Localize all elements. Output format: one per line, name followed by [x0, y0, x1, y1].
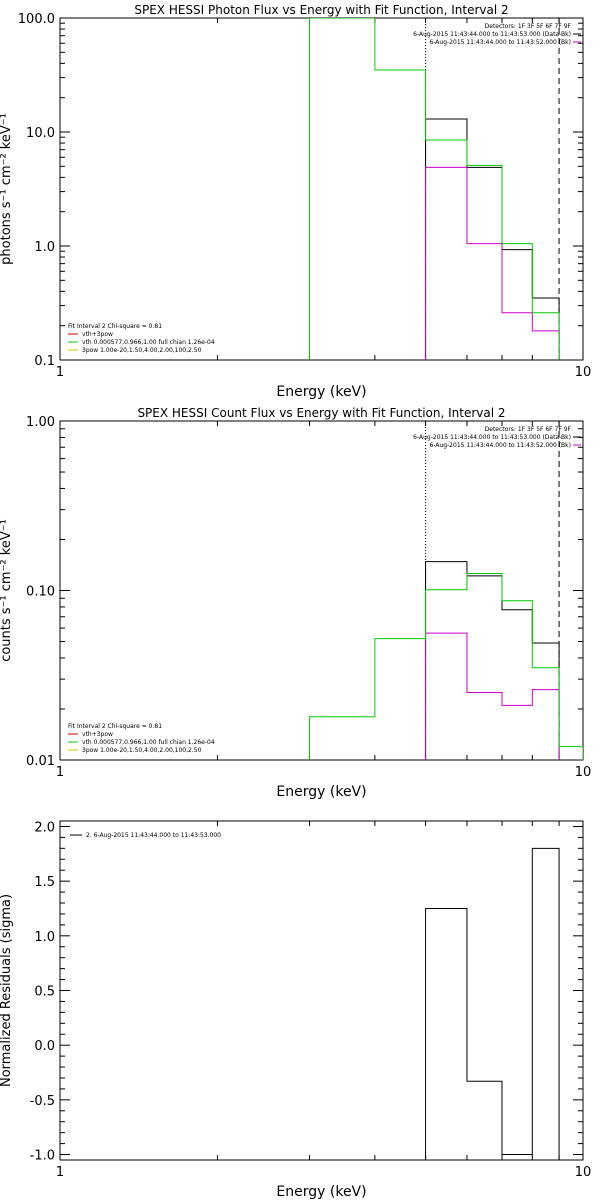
x-axis-label: Energy (keV)	[276, 384, 366, 400]
y-tick-label: 1.0	[34, 240, 55, 255]
header-text-1: Detectors: 1F 3F 5F 6F 7F 9F	[485, 426, 572, 433]
legend-title: Fit Interval 2 Chi-square = 0.81	[68, 723, 162, 730]
legend-entry: vth+3pow	[82, 731, 113, 738]
y-tick-label: 0.10	[26, 585, 55, 600]
series-fit-histogram	[309, 18, 560, 360]
header-text-3: 6-Aug-2015 11:43:44.000 to 11:43:52.000 …	[429, 442, 571, 449]
series-residuals-histogram	[425, 847, 560, 1160]
legend-entry: 3pow 1.00e-20,1.50,4.00,2.00,100,2.50	[82, 347, 202, 354]
y-axis-label: photons s⁻¹ cm⁻² keV⁻¹	[0, 113, 14, 265]
legend-entry: vth 0.000577,0.966,1.00 full chian 1.26e…	[82, 739, 215, 746]
plot-frame	[59, 820, 584, 1161]
legend-entry: vth+3pow	[82, 331, 113, 338]
y-tick-label: -0.5	[30, 1094, 55, 1109]
y-tick-label: 0.01	[26, 754, 55, 769]
header-text-1: Detectors: 1F 3F 5F 6F 7F 9F	[485, 23, 572, 30]
header-text-2: 6-Aug-2015 11:43:44.000 to 11:43:53.000 …	[413, 31, 571, 38]
chart-panel-2: SPEX HESSI Count Flux vs Energy with Fit…	[0, 406, 591, 800]
plot-frame	[59, 17, 584, 361]
legend-entry: 3pow 1.00e-20,1.50,4.00,2.00,100,2.50	[82, 747, 202, 754]
chart-panel-3: 1 10 Energy (keV) -1.0 -0.5 0.0 0.5 1.0 1.5 2.0 No…	[0, 820, 591, 1200]
header-text-3: 6-Aug-2015 11:43:44.000 to 11:43:52.000 …	[429, 39, 571, 46]
x-axis-label: Energy (keV)	[276, 1184, 366, 1200]
y-axis-label: Normalized Residuals (sigma)	[0, 894, 14, 1087]
legend-entry: vth 0.000577,0.966,1.00 full chian 1.26e…	[82, 339, 215, 346]
x-tick-label: 1	[56, 365, 64, 380]
y-tick-label: 1.0	[34, 930, 55, 945]
x-tick-label: 1	[56, 1165, 64, 1180]
chart-panel-1: SPEX HESSI Photon Flux vs Energy with Fi…	[0, 3, 591, 400]
y-tick-label: 10.0	[26, 126, 55, 141]
chart-title: SPEX HESSI Count Flux vs Energy with Fit…	[137, 406, 505, 420]
x-tick-label: 10	[575, 765, 592, 780]
y-tick-label: 0.5	[34, 985, 55, 1000]
y-tick-label: 1.00	[26, 415, 55, 430]
series-bk-histogram	[425, 632, 560, 760]
y-tick-label: 2.0	[34, 820, 55, 835]
y-axis-label: counts s⁻¹ cm⁻² keV⁻¹	[0, 519, 14, 662]
y-tick-label: -1.0	[30, 1149, 55, 1164]
series-data-bk-histogram	[425, 118, 560, 360]
chart-title: SPEX HESSI Photon Flux vs Energy with Fi…	[134, 3, 508, 17]
x-tick-label: 10	[575, 365, 592, 380]
y-tick-label: 1.5	[34, 875, 55, 890]
x-axis-label: Energy (keV)	[276, 784, 366, 800]
legend-title: Fit Interval 2 Chi-square = 0.81	[68, 323, 162, 330]
y-tick-label: 100.0	[18, 12, 55, 27]
series-data-bk-histogram	[425, 561, 560, 760]
plot-area	[309, 421, 583, 760]
y-tick-label: 0.1	[34, 354, 55, 369]
plot-area	[309, 18, 560, 360]
legend-entry: 2. 6-Aug-2015 11:43:44.000 to 11:43:53.0…	[86, 832, 221, 839]
header-text-2: 6-Aug-2015 11:43:44.000 to 11:43:53.000 …	[413, 434, 571, 441]
plot-frame	[59, 420, 584, 761]
x-tick-label: 1	[56, 765, 64, 780]
x-tick-label: 10	[575, 1165, 592, 1180]
series-fit-histogram	[309, 572, 583, 760]
series-bk-histogram	[425, 166, 560, 360]
plot-area	[425, 847, 560, 1160]
y-tick-label: 0.0	[34, 1039, 55, 1054]
